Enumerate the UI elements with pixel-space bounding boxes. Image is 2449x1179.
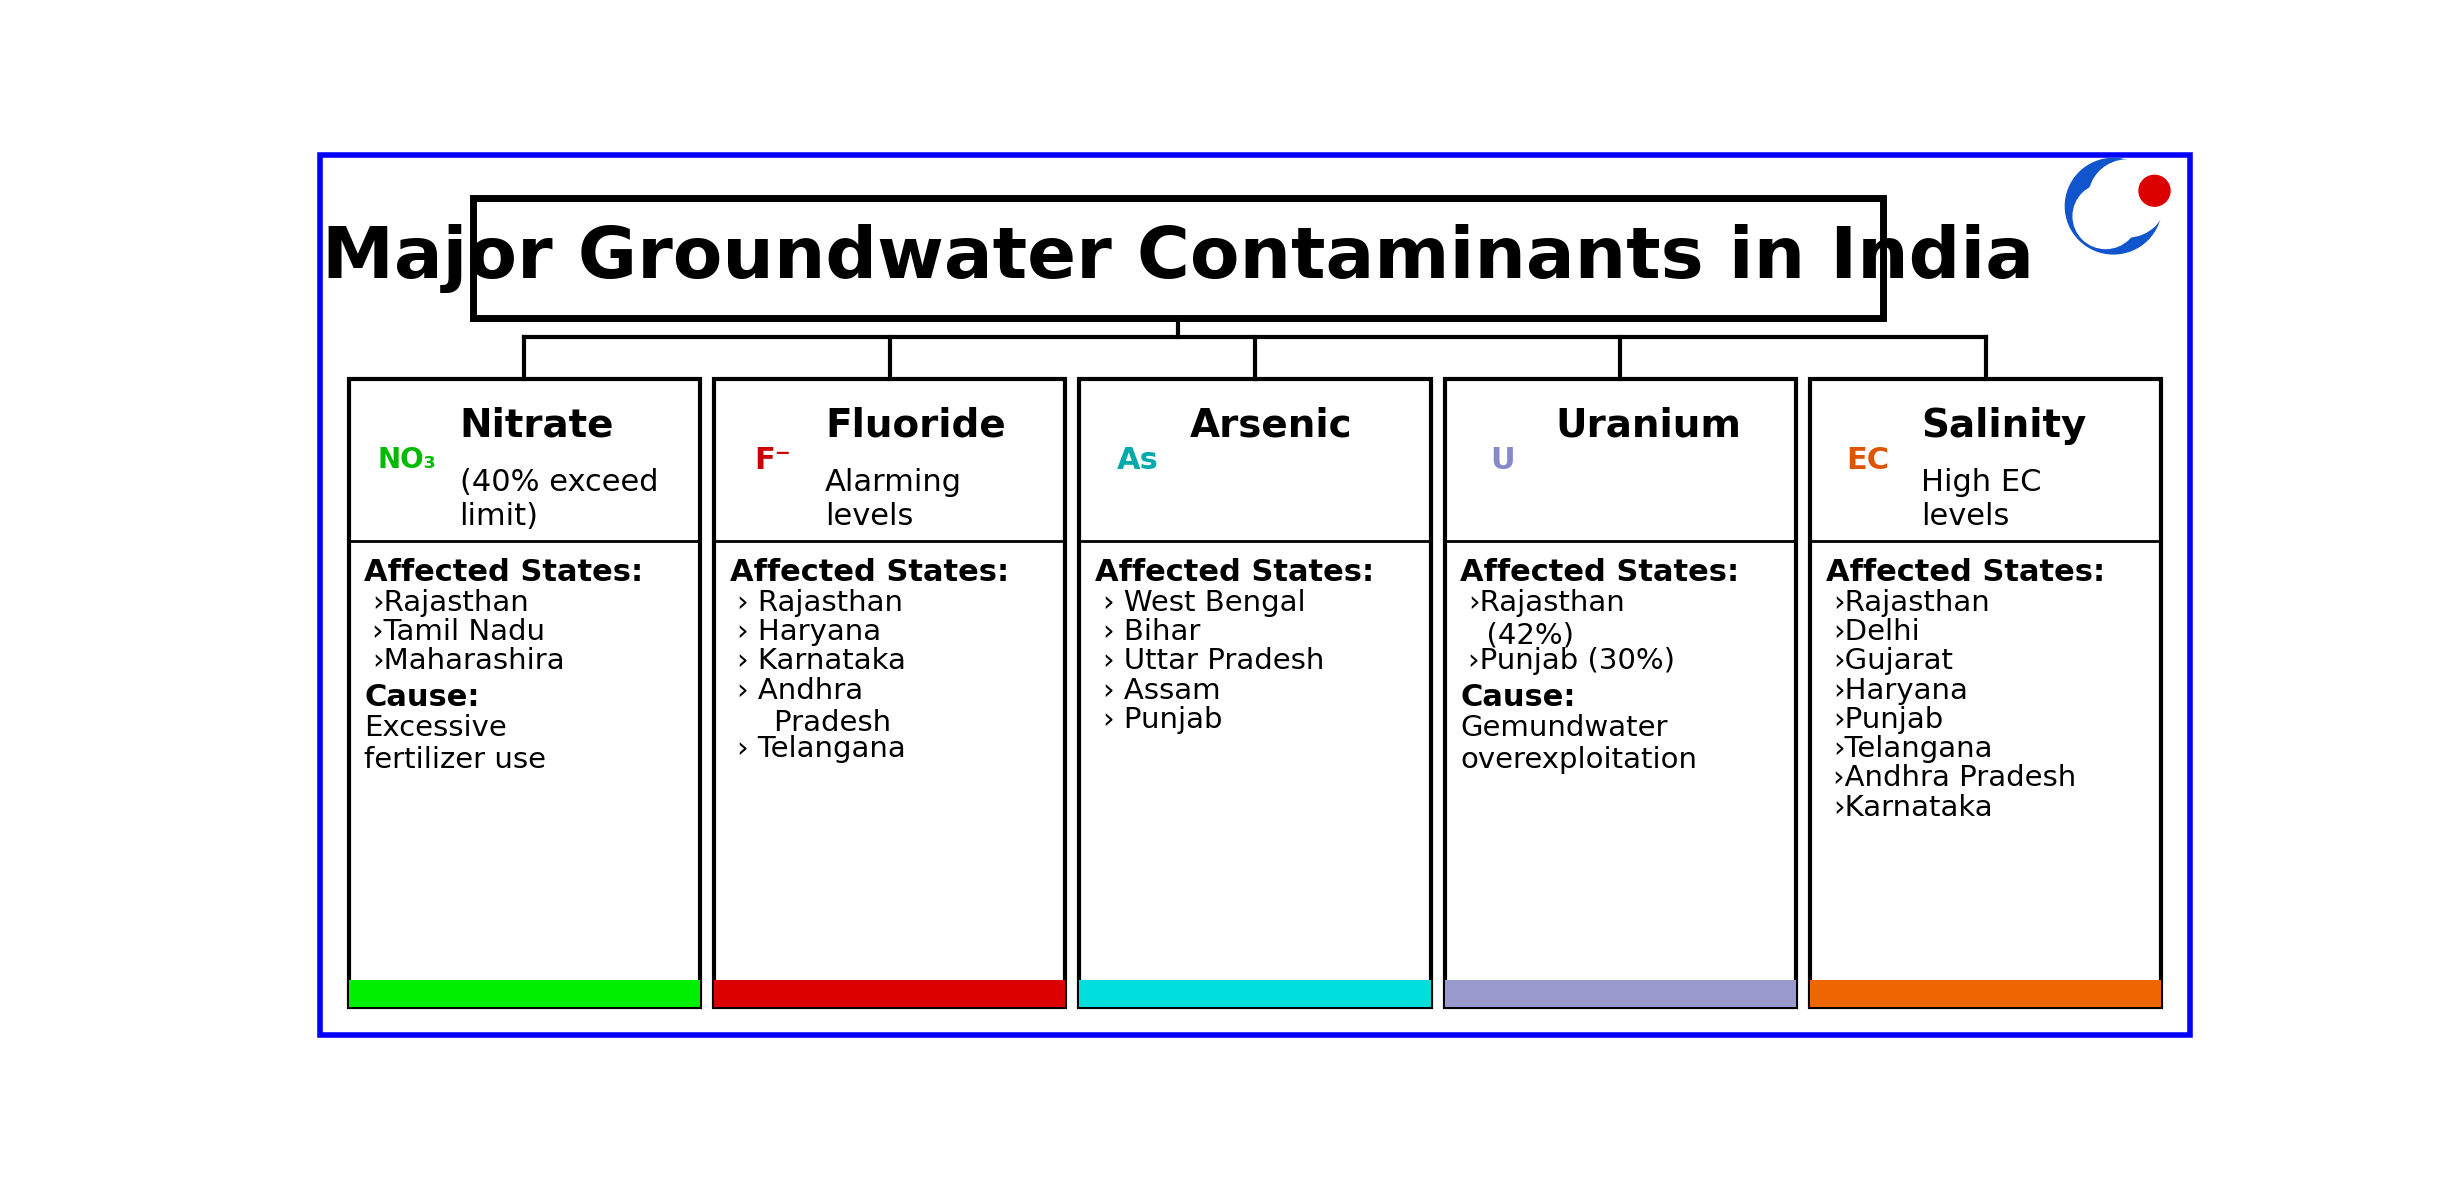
- Text: Affected States:: Affected States:: [1825, 558, 2104, 587]
- Text: › Karnataka: › Karnataka: [737, 647, 906, 676]
- Text: F⁻: F⁻: [754, 446, 791, 475]
- Text: (40% exceed
limit): (40% exceed limit): [460, 468, 659, 531]
- Text: Affected States:: Affected States:: [730, 558, 1009, 587]
- Text: Fluoride: Fluoride: [825, 407, 1007, 444]
- Text: NO₃: NO₃: [377, 447, 436, 474]
- Text: › Rajasthan: › Rajasthan: [737, 588, 904, 617]
- Text: ›Delhi: ›Delhi: [1834, 618, 1920, 646]
- Text: High EC
levels: High EC levels: [1920, 468, 2042, 531]
- Text: As: As: [1117, 446, 1158, 475]
- Text: ›Andhra Pradesh: ›Andhra Pradesh: [1834, 764, 2077, 792]
- Circle shape: [2138, 176, 2170, 206]
- Text: ›Gujarat: ›Gujarat: [1834, 647, 1954, 676]
- Text: ›Rajasthan
  (42%): ›Rajasthan (42%): [1467, 588, 1624, 650]
- Text: U: U: [1491, 446, 1516, 475]
- FancyBboxPatch shape: [715, 380, 1065, 1007]
- Text: ›Tamil Nadu: ›Tamil Nadu: [372, 618, 546, 646]
- Text: Salinity: Salinity: [1920, 407, 2087, 444]
- Text: Excessive
fertilizer use: Excessive fertilizer use: [365, 713, 546, 773]
- Text: › West Bengal: › West Bengal: [1102, 588, 1305, 617]
- Text: ›Punjab (30%): ›Punjab (30%): [1467, 647, 1675, 676]
- Text: Cause:: Cause:: [1460, 683, 1575, 712]
- Text: ›Telangana: ›Telangana: [1834, 736, 1993, 763]
- FancyBboxPatch shape: [473, 198, 1883, 318]
- Text: Nitrate: Nitrate: [460, 407, 615, 444]
- FancyBboxPatch shape: [1080, 980, 1430, 1007]
- Text: Major Groundwater Contaminants in India: Major Groundwater Contaminants in India: [321, 224, 2035, 292]
- FancyBboxPatch shape: [1080, 380, 1430, 1007]
- Text: › Assam: › Assam: [1102, 677, 1220, 705]
- Text: EC: EC: [1847, 446, 1891, 475]
- Text: › Uttar Pradesh: › Uttar Pradesh: [1102, 647, 1325, 676]
- Text: Affected States:: Affected States:: [365, 558, 644, 587]
- FancyBboxPatch shape: [348, 380, 700, 1007]
- Text: Affected States:: Affected States:: [1095, 558, 1374, 587]
- Text: Affected States:: Affected States:: [1460, 558, 1739, 587]
- Text: › Punjab: › Punjab: [1102, 706, 1222, 733]
- FancyBboxPatch shape: [348, 980, 700, 1007]
- Text: Uranium: Uranium: [1555, 407, 1741, 444]
- Text: › Telangana: › Telangana: [737, 736, 906, 763]
- Text: › Haryana: › Haryana: [737, 618, 882, 646]
- Text: ›Rajasthan: ›Rajasthan: [1834, 588, 1991, 617]
- Text: › Bihar: › Bihar: [1102, 618, 1200, 646]
- Circle shape: [2089, 160, 2165, 237]
- FancyBboxPatch shape: [1810, 380, 2162, 1007]
- Text: ›Karnataka: ›Karnataka: [1834, 793, 1993, 822]
- Circle shape: [2074, 184, 2138, 249]
- FancyBboxPatch shape: [1445, 380, 1795, 1007]
- Text: Alarming
levels: Alarming levels: [825, 468, 962, 531]
- Text: Arsenic: Arsenic: [1190, 407, 1352, 444]
- FancyBboxPatch shape: [1445, 980, 1795, 1007]
- Text: ›Maharashira: ›Maharashira: [372, 647, 566, 676]
- Text: › Andhra
    Pradesh: › Andhra Pradesh: [737, 677, 891, 737]
- Text: ›Punjab: ›Punjab: [1834, 706, 1945, 733]
- Text: ›Rajasthan: ›Rajasthan: [372, 588, 529, 617]
- Circle shape: [2065, 158, 2162, 253]
- FancyBboxPatch shape: [1810, 980, 2162, 1007]
- Text: Cause:: Cause:: [365, 683, 480, 712]
- Text: ›Haryana: ›Haryana: [1834, 677, 1969, 705]
- FancyBboxPatch shape: [715, 980, 1065, 1007]
- Text: Gemundwater
overexploitation: Gemundwater overexploitation: [1460, 713, 1697, 773]
